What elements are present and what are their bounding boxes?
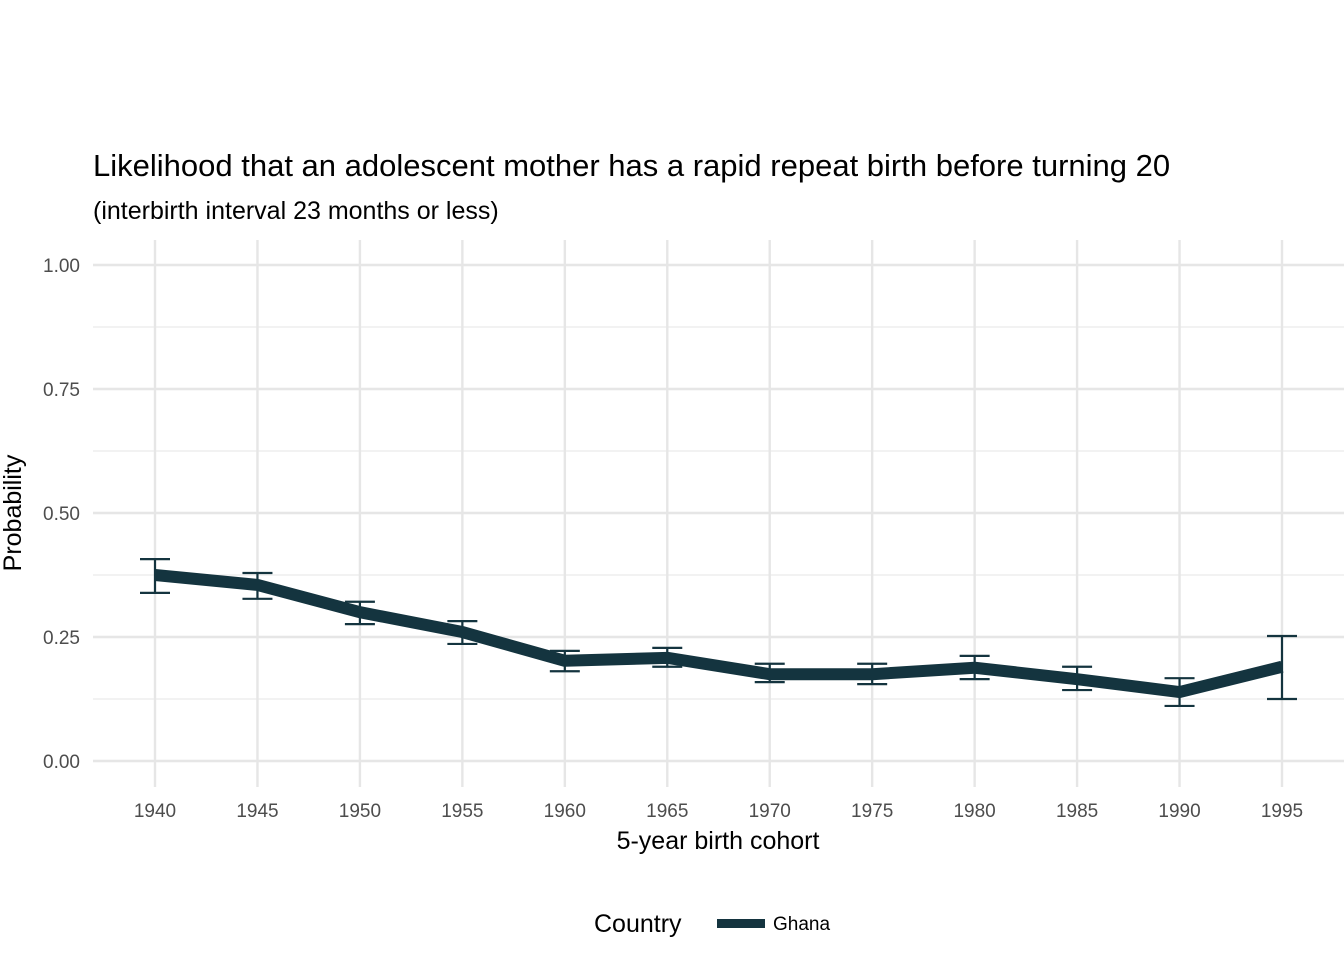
legend-key-ghana bbox=[717, 919, 765, 928]
x-axis-label: 5-year birth cohort bbox=[617, 827, 820, 855]
x-tick-label: 1940 bbox=[134, 801, 176, 822]
y-axis-label: Probability bbox=[0, 454, 27, 571]
y-tick-label: 0.50 bbox=[43, 504, 80, 525]
legend: Country Ghana bbox=[594, 910, 830, 938]
y-tick-label: 0.25 bbox=[43, 628, 80, 649]
x-tick-label: 1990 bbox=[1158, 801, 1200, 822]
grid bbox=[93, 240, 1344, 787]
legend-title: Country bbox=[594, 910, 682, 938]
y-tick-label: 0.75 bbox=[43, 380, 80, 401]
tick-labels: 0.00 0.25 0.50 0.75 1.00 1940 1945 1950 1955 1960… bbox=[43, 256, 1303, 822]
marks bbox=[140, 558, 1297, 708]
x-tick-label: 1985 bbox=[1056, 801, 1098, 822]
chart-subtitle: (interbirth interval 23 months or less) bbox=[93, 197, 499, 225]
x-tick-label: 1950 bbox=[339, 801, 381, 822]
x-tick-label: 1945 bbox=[236, 801, 278, 822]
x-tick-label: 1965 bbox=[646, 801, 688, 822]
x-tick-label: 1975 bbox=[851, 801, 893, 822]
x-tick-label: 1980 bbox=[953, 801, 995, 822]
y-tick-label: 0.00 bbox=[43, 752, 80, 773]
x-tick-label: 1955 bbox=[441, 801, 483, 822]
y-tick-label: 1.00 bbox=[43, 256, 80, 277]
chart-title: Likelihood that an adolescent mother has… bbox=[93, 148, 1170, 183]
x-tick-label: 1995 bbox=[1261, 801, 1303, 822]
x-tick-label: 1960 bbox=[544, 801, 586, 822]
x-tick-label: 1970 bbox=[749, 801, 791, 822]
series-line-ghana bbox=[154, 569, 1284, 699]
legend-label-ghana: Ghana bbox=[773, 914, 830, 935]
